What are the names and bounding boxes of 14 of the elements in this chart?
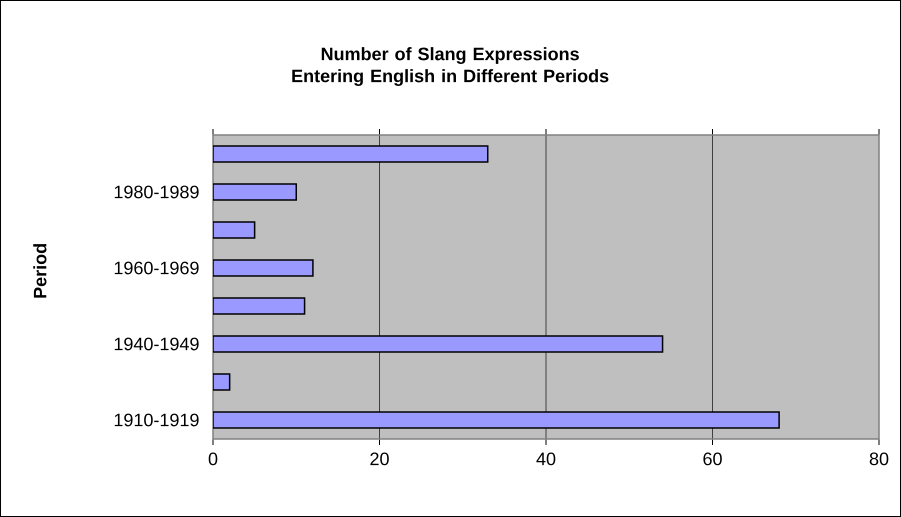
x-tick-label: 60 [703,452,722,466]
bar [213,335,664,353]
y-tick-label: 1940-1949 [114,338,199,350]
y-tick-label: 1960-1969 [114,262,199,274]
y-tick-label: 1980-1989 [114,186,199,198]
x-tick-label: 0 [208,452,218,466]
y-axis-title: Period [33,244,46,298]
y-tick-label: 1910-1919 [114,414,199,426]
x-tick-label: 20 [370,452,389,466]
x-tick-label: 40 [536,452,556,466]
x-tick-label: 80 [870,452,888,466]
bar [213,411,780,429]
chart-title: Number of Slang Expressions Entering English in Different Periods [292,47,608,86]
bar [213,145,488,163]
